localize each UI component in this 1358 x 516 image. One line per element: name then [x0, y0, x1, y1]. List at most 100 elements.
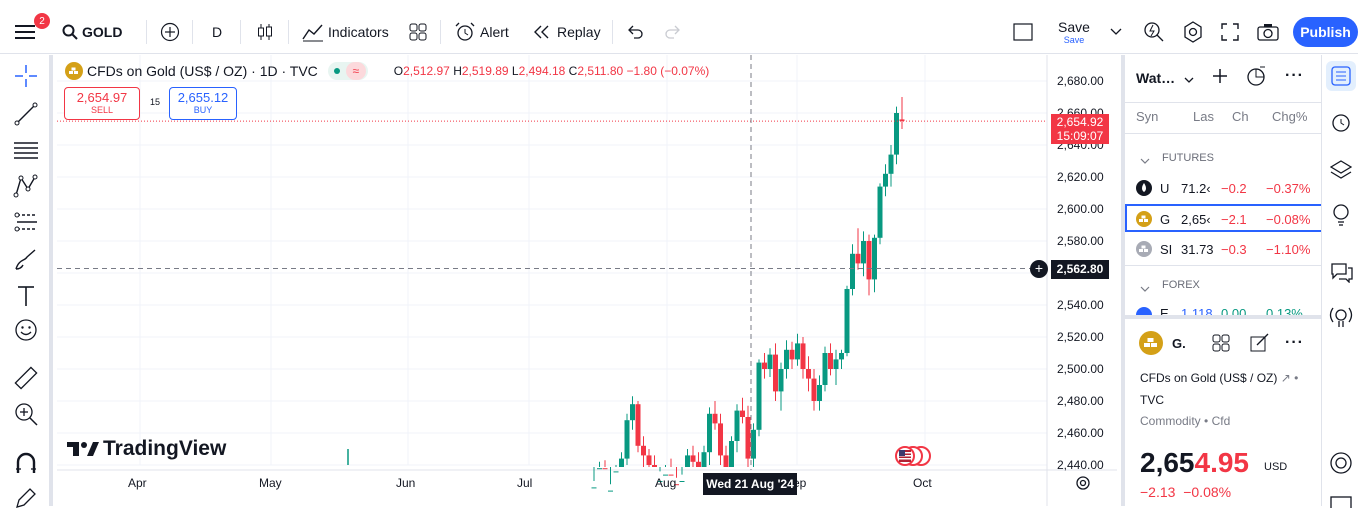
- candle-body: [729, 441, 734, 467]
- candle-body: [663, 474, 668, 476]
- alerts-tab[interactable]: [1330, 111, 1352, 138]
- emoji-tool[interactable]: [13, 317, 39, 343]
- forecast-tool[interactable]: [13, 209, 39, 235]
- candle-body: [888, 154, 894, 174]
- external-link-icon[interactable]: ↗: [1280, 371, 1291, 385]
- lightning-search-icon: [1144, 22, 1164, 42]
- crosshair-tool[interactable]: [13, 63, 39, 89]
- chart-settings-button[interactable]: [1075, 475, 1091, 496]
- publish-button[interactable]: Publish: [1293, 17, 1358, 47]
- symbol-title[interactable]: CFDs on Gold (US$ / OZ) · 1D · TVC: [87, 63, 318, 79]
- watchlist-row-silver[interactable]: SI 31.73 −0.3 −1.10%: [1125, 234, 1325, 264]
- menu-button[interactable]: [14, 10, 36, 54]
- buy-button[interactable]: 2,655.12 BUY: [169, 87, 237, 120]
- edit-icon: [1250, 333, 1269, 352]
- section-forex: FOREX: [1162, 279, 1200, 291]
- candle-body: [668, 474, 674, 476]
- chart-pane[interactable]: CFDs on Gold (US$ / OZ) · 1D · TVC ≈ O2,…: [57, 55, 1117, 506]
- row-change-pct: −0.08%: [1266, 212, 1311, 227]
- more-options-icon[interactable]: ···: [1285, 67, 1304, 84]
- magnet-tool[interactable]: [13, 451, 39, 477]
- streams-tab[interactable]: [1327, 305, 1355, 334]
- details-layout-button[interactable]: [1211, 333, 1231, 358]
- alert-button[interactable]: Alert: [454, 10, 509, 54]
- pattern-tool[interactable]: [13, 173, 39, 199]
- candle-body: [608, 490, 613, 492]
- candle-body: [712, 413, 718, 424]
- col-symbol[interactable]: Syn: [1136, 109, 1159, 124]
- details-currency: USD: [1264, 461, 1288, 473]
- save-button[interactable]: Save Save: [1058, 10, 1090, 54]
- plus-icon: [1213, 69, 1227, 83]
- watchlist-row-gold[interactable]: G 2,65‹ −2.1 −0.08%: [1125, 204, 1325, 232]
- brush-tool[interactable]: [13, 247, 39, 273]
- watchlist-panel: Wat… ··· Syn Las Ch Chg% FUTURES U 71.2‹…: [1121, 55, 1325, 506]
- details-edit-button[interactable]: [1249, 333, 1269, 358]
- sell-button[interactable]: 2,654.97 SELL: [64, 87, 140, 120]
- low-label: L: [511, 64, 519, 78]
- alert-label: Alert: [480, 24, 509, 40]
- fullscreen-icon: [1221, 23, 1239, 41]
- candle-body: [872, 237, 877, 280]
- trend-line-tool[interactable]: [13, 101, 39, 127]
- candle-body: [597, 468, 602, 470]
- interval-button[interactable]: D: [212, 24, 223, 40]
- tradingview-watermark[interactable]: TradingView: [67, 437, 226, 461]
- fib-tool[interactable]: [13, 137, 39, 163]
- indicators-label: Indicators: [328, 24, 389, 40]
- add-alert-plus-icon[interactable]: +: [1030, 260, 1048, 278]
- dom-tab[interactable]: [1329, 451, 1353, 480]
- list-icon: [1331, 66, 1351, 86]
- chats-tab[interactable]: [1330, 261, 1354, 288]
- snapshot-button[interactable]: [1257, 10, 1279, 54]
- chart-type-button[interactable]: [255, 10, 275, 54]
- last-price-label: 2,654.92 15:09:07: [1051, 114, 1109, 144]
- economic-events[interactable]: [891, 445, 931, 472]
- details-exchange[interactable]: TVC: [1140, 393, 1164, 407]
- time-tick-label: Apr: [128, 476, 147, 490]
- data-window-tab[interactable]: [1329, 159, 1353, 186]
- watchlist-row-oil[interactable]: U 71.2‹ −0.2 −0.37%: [1125, 173, 1325, 203]
- settings-button[interactable]: [1182, 10, 1204, 54]
- market-status[interactable]: ≈: [327, 62, 368, 80]
- lock-drawing-tool[interactable]: [13, 485, 39, 511]
- measure-tool[interactable]: [13, 365, 39, 391]
- zoom-tool[interactable]: [13, 401, 39, 427]
- undo-button[interactable]: [626, 10, 644, 54]
- fullscreen-button[interactable]: [1221, 10, 1239, 54]
- row-last: 31.73: [1181, 242, 1214, 257]
- buy-label: BUY: [193, 105, 213, 115]
- high-label: H: [453, 64, 462, 78]
- replay-button[interactable]: Replay: [533, 10, 601, 54]
- add-symbol-button[interactable]: [1211, 67, 1229, 90]
- save-menu-button[interactable]: [1110, 10, 1122, 54]
- layout-button[interactable]: [1013, 10, 1033, 54]
- indicators-button[interactable]: Indicators: [302, 10, 389, 54]
- watchlist-title[interactable]: Wat…: [1136, 70, 1176, 86]
- candle-body: [701, 452, 707, 467]
- text-tool[interactable]: [13, 283, 39, 309]
- symbol-search-button[interactable]: GOLD: [62, 10, 122, 54]
- details-symbol[interactable]: G.: [1172, 336, 1186, 351]
- futures-section-toggle[interactable]: [1140, 153, 1150, 171]
- compare-button[interactable]: [160, 10, 180, 54]
- calendar-tab[interactable]: [1330, 495, 1352, 513]
- row-symbol: U: [1160, 181, 1170, 196]
- col-last[interactable]: Las: [1193, 109, 1214, 124]
- quick-search-button[interactable]: [1143, 10, 1165, 54]
- ideas-tab[interactable]: [1330, 203, 1352, 232]
- col-change[interactable]: Ch: [1232, 109, 1249, 124]
- redo-button[interactable]: [664, 10, 682, 54]
- candle-body: [619, 458, 624, 467]
- watchlist-menu-button[interactable]: [1184, 72, 1194, 90]
- forex-section-toggle[interactable]: [1140, 281, 1150, 299]
- lightbulb-icon: [1333, 204, 1349, 226]
- alarm-clock-icon: [455, 22, 475, 41]
- templates-button[interactable]: [408, 10, 428, 54]
- details-name[interactable]: CFDs on Gold (US$ / OZ): [1140, 371, 1278, 385]
- watchlist-row-eurusd[interactable]: E 1.118 0.00 0.13%: [1125, 301, 1325, 315]
- watchlist-tab[interactable]: [1326, 61, 1356, 91]
- more-options-icon[interactable]: ···: [1285, 334, 1304, 351]
- advanced-view-button[interactable]: [1245, 65, 1267, 92]
- col-change-pct[interactable]: Chg%: [1272, 109, 1308, 124]
